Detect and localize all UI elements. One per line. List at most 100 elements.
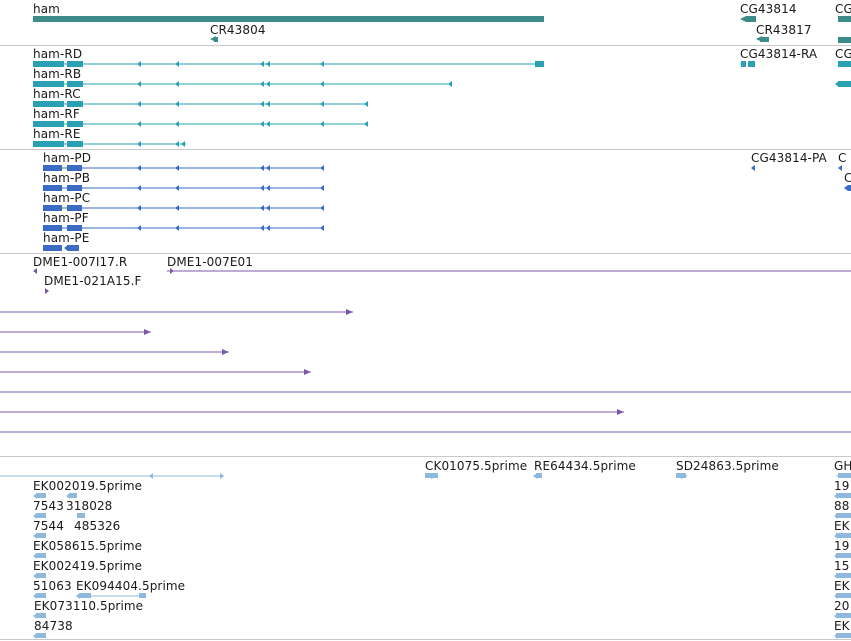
- feature-label[interactable]: CG: [835, 47, 851, 61]
- feature-label[interactable]: 7543: [33, 499, 64, 513]
- strand-arrow[interactable]: [320, 121, 324, 127]
- feature-label[interactable]: ham-PD: [43, 151, 92, 165]
- exon-block[interactable]: [535, 61, 544, 67]
- strand-arrow[interactable]: [266, 81, 270, 87]
- exon-block[interactable]: [36, 513, 46, 518]
- feature-end-arrow[interactable]: [304, 369, 311, 375]
- strand-arrow[interactable]: [137, 205, 141, 211]
- exon-block[interactable]: [67, 101, 83, 107]
- strand-arrow[interactable]: [834, 613, 838, 619]
- feature-end-arrow[interactable]: [431, 473, 438, 479]
- strand-arrow[interactable]: [181, 141, 185, 147]
- strand-arrow[interactable]: [149, 473, 153, 479]
- exon-block[interactable]: [836, 573, 851, 578]
- strand-arrow[interactable]: [266, 121, 270, 127]
- feature-label[interactable]: DME1-007E01: [167, 255, 253, 269]
- strand-arrow[interactable]: [834, 493, 838, 499]
- strand-arrow[interactable]: [266, 185, 270, 191]
- exon-block[interactable]: [33, 121, 64, 127]
- strand-arrow[interactable]: [834, 533, 838, 539]
- feature-label[interactable]: EK: [834, 619, 850, 633]
- feature-label[interactable]: ham-RC: [33, 87, 81, 101]
- strand-arrow[interactable]: [260, 225, 264, 231]
- feature-label[interactable]: CR43804: [210, 23, 266, 37]
- strand-arrow[interactable]: [834, 633, 838, 639]
- strand-arrow[interactable]: [175, 121, 179, 127]
- feature-label[interactable]: 318028: [66, 499, 113, 513]
- exon-block[interactable]: [838, 81, 851, 87]
- exon-block[interactable]: [760, 37, 769, 42]
- feature-label[interactable]: ham-PE: [43, 231, 90, 245]
- exon-block[interactable]: [746, 16, 756, 22]
- feature-label[interactable]: ham-PF: [43, 211, 89, 225]
- feature-label[interactable]: 20: [834, 599, 850, 613]
- feature-label[interactable]: ham-RD: [33, 47, 83, 61]
- exon-block[interactable]: [67, 185, 82, 191]
- strand-arrow[interactable]: [260, 81, 264, 87]
- exon-block[interactable]: [836, 633, 851, 638]
- strand-arrow[interactable]: [834, 553, 838, 559]
- strand-arrow[interactable]: [448, 81, 452, 87]
- strand-arrow[interactable]: [33, 633, 37, 639]
- exon-block[interactable]: [836, 493, 851, 498]
- exon-block[interactable]: [79, 593, 91, 598]
- strand-arrow[interactable]: [834, 573, 838, 579]
- feature-label[interactable]: EK058615.5prime: [33, 539, 143, 553]
- strand-arrow[interactable]: [175, 81, 179, 87]
- feature-label[interactable]: CG43814: [740, 2, 797, 16]
- strand-arrow[interactable]: [137, 101, 141, 107]
- strand-arrow[interactable]: [175, 205, 179, 211]
- feature-end-arrow[interactable]: [740, 16, 746, 22]
- strand-arrow[interactable]: [64, 245, 68, 251]
- feature-label[interactable]: DME1-021A15.F: [44, 274, 142, 288]
- strand-arrow[interactable]: [364, 121, 368, 127]
- strand-arrow[interactable]: [260, 185, 264, 191]
- feature-label[interactable]: 19: [834, 539, 850, 553]
- feature-label[interactable]: CR43817: [756, 23, 812, 37]
- strand-arrow[interactable]: [751, 165, 755, 171]
- exon-block[interactable]: [36, 593, 46, 598]
- feature-label[interactable]: 19: [834, 479, 850, 493]
- exon-block[interactable]: [33, 81, 64, 87]
- exon-block[interactable]: [838, 61, 851, 67]
- strand-arrow[interactable]: [740, 61, 744, 67]
- feature-label[interactable]: C: [838, 151, 847, 165]
- strand-arrow[interactable]: [844, 185, 848, 191]
- feature-label[interactable]: ham: [33, 2, 60, 16]
- feature-label[interactable]: EK: [834, 519, 850, 533]
- strand-arrow[interactable]: [266, 101, 270, 107]
- exon-block[interactable]: [33, 61, 64, 67]
- strand-arrow[interactable]: [137, 165, 141, 171]
- exon-block[interactable]: [33, 101, 64, 107]
- strand-arrow[interactable]: [834, 593, 838, 599]
- exon-block[interactable]: [36, 533, 46, 538]
- strand-arrow[interactable]: [320, 225, 324, 231]
- strand-arrow[interactable]: [260, 61, 264, 67]
- strand-arrow[interactable]: [175, 185, 179, 191]
- strand-arrow[interactable]: [260, 101, 264, 107]
- strand-arrow[interactable]: [266, 225, 270, 231]
- feature-end-arrow[interactable]: [617, 409, 624, 415]
- exon-block[interactable]: [836, 533, 851, 538]
- strand-arrow[interactable]: [137, 141, 141, 147]
- exon-block[interactable]: [836, 593, 851, 598]
- exon-block[interactable]: [838, 16, 851, 22]
- strand-arrow[interactable]: [260, 205, 264, 211]
- exon-block[interactable]: [67, 121, 83, 127]
- strand-arrow[interactable]: [33, 593, 37, 599]
- strand-arrow[interactable]: [33, 573, 37, 579]
- strand-arrow[interactable]: [33, 493, 37, 499]
- strand-arrow[interactable]: [45, 288, 49, 294]
- feature-end-arrow[interactable]: [346, 309, 353, 315]
- strand-arrow[interactable]: [76, 593, 80, 599]
- strand-arrow[interactable]: [320, 81, 324, 87]
- feature-label[interactable]: EK: [834, 579, 850, 593]
- exon-block[interactable]: [43, 165, 62, 171]
- exon-block[interactable]: [748, 61, 755, 67]
- feature-label[interactable]: C: [844, 171, 851, 185]
- strand-arrow[interactable]: [137, 185, 141, 191]
- exon-block[interactable]: [214, 37, 218, 42]
- strand-arrow[interactable]: [175, 141, 179, 147]
- exon-block[interactable]: [33, 16, 544, 22]
- exon-block[interactable]: [36, 573, 46, 578]
